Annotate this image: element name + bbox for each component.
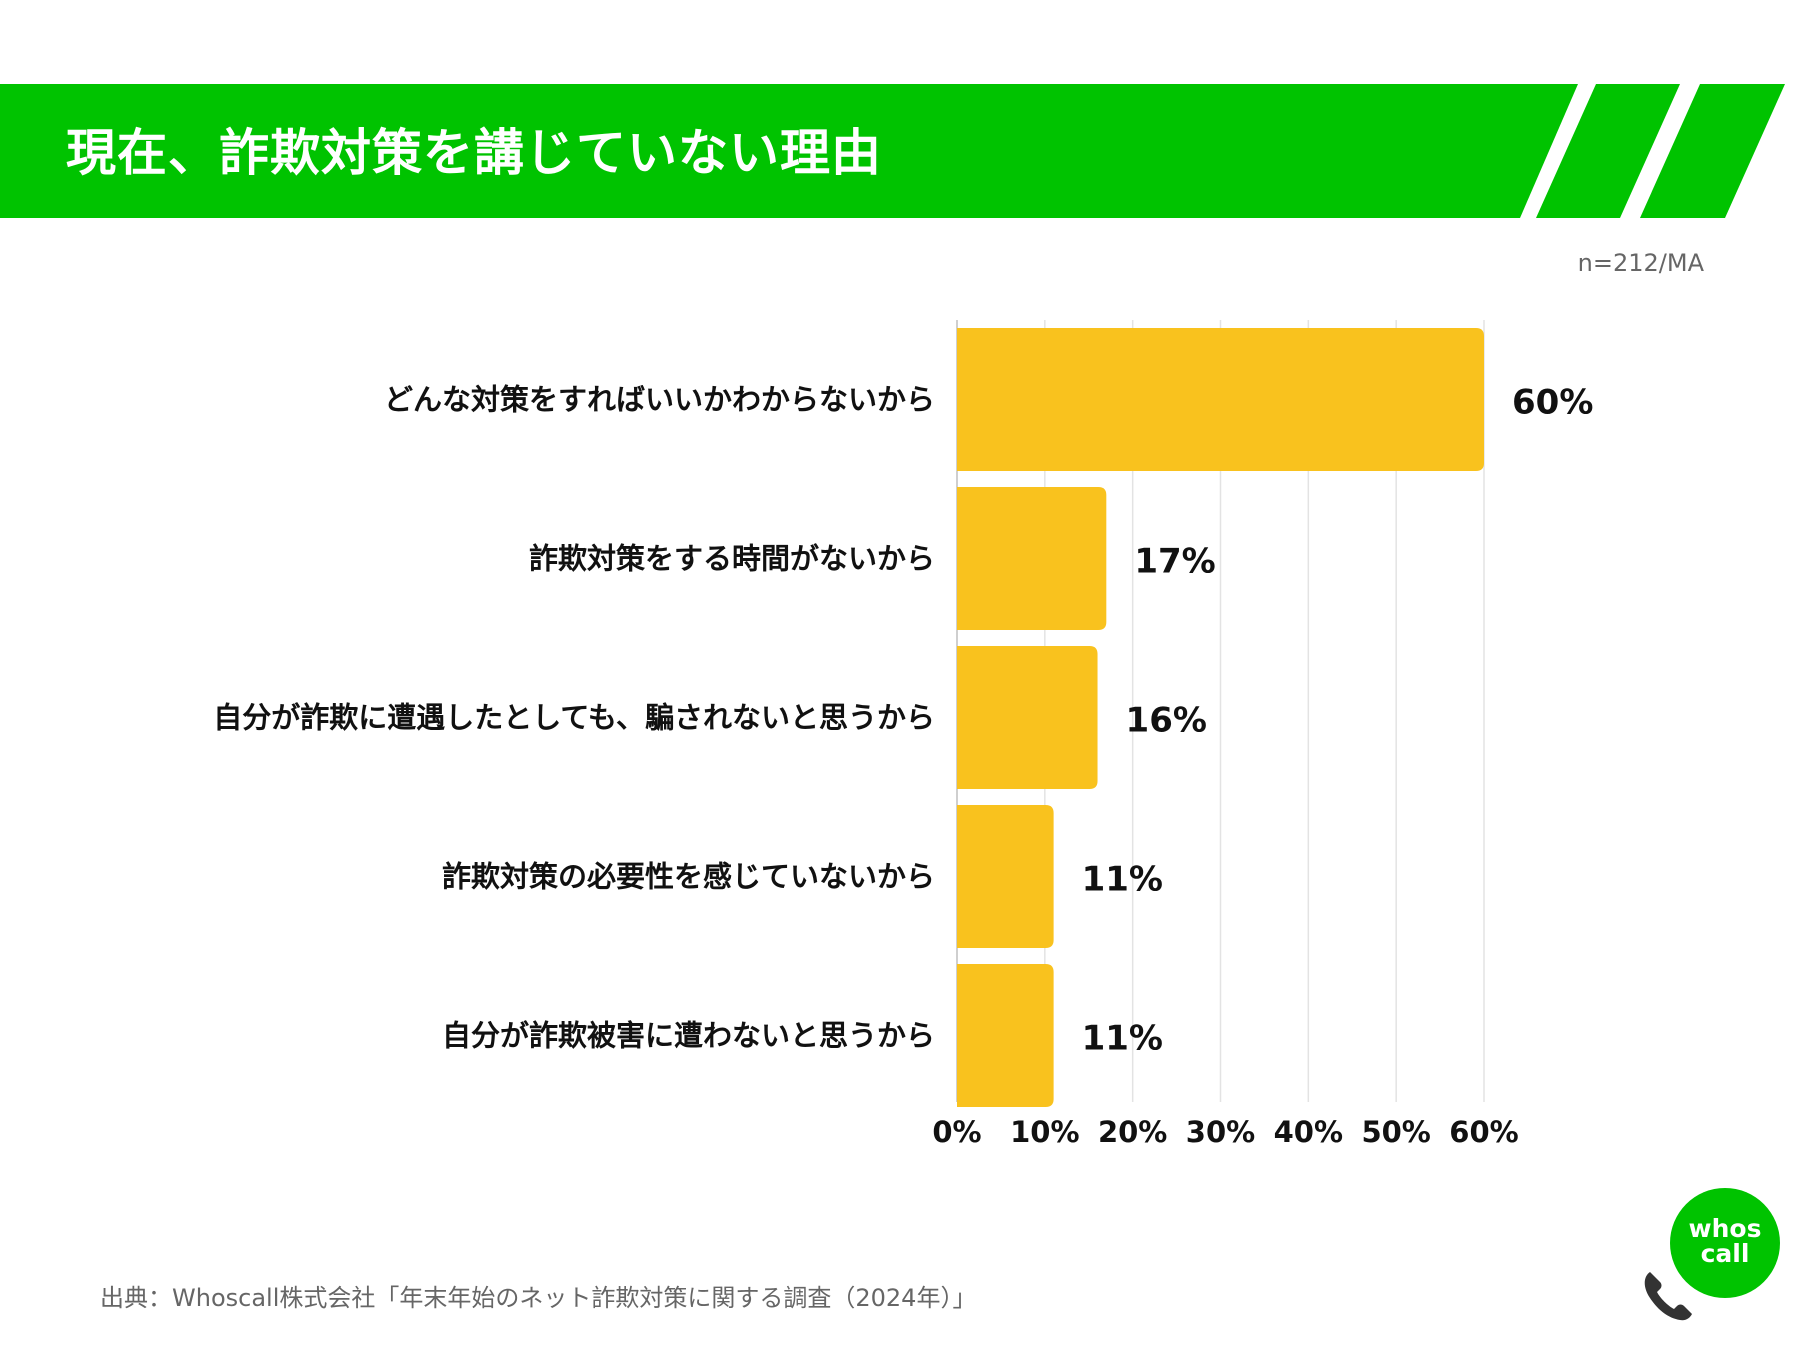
banner-stripe-2 [1640, 84, 1785, 218]
phone-icon [1644, 1272, 1692, 1321]
source-note: 出典：Whoscall株式会社「年末年始のネット詐欺対策に関する調査（2024年… [100, 1284, 977, 1312]
logo-text: whos call [1670, 1216, 1780, 1266]
x-tick-label: 50% [1361, 1115, 1430, 1149]
logo-circle [1670, 1188, 1780, 1298]
data-label: 11% [1082, 1019, 1163, 1059]
data-label: 16% [1126, 701, 1207, 741]
category-label: 自分が詐欺被害に遭わないと思うから [442, 1019, 935, 1053]
data-label: 17% [1134, 542, 1215, 582]
category-label: 自分が詐欺に遭遇したとしても、騙されないと思うから [213, 701, 935, 735]
x-tick-label: 10% [1010, 1115, 1079, 1149]
bar [957, 805, 1054, 948]
banner-stripe-1 [1536, 84, 1680, 218]
category-label: 詐欺対策の必要性を感じていないから [442, 860, 935, 894]
x-tick-label: 20% [1098, 1115, 1167, 1149]
sample-size-note: n=212/MA [1577, 249, 1704, 277]
logo-line-2: call [1700, 1239, 1750, 1268]
x-tick-label: 0% [932, 1115, 981, 1149]
whoscall-logo: whos call [1640, 1188, 1788, 1326]
x-tick-label: 30% [1186, 1115, 1255, 1149]
x-tick-label: 60% [1449, 1115, 1518, 1149]
data-label: 11% [1082, 860, 1163, 900]
category-label: どんな対策をすればいいかわからないから [384, 383, 935, 417]
x-tick-label: 40% [1274, 1115, 1343, 1149]
bar [957, 646, 1098, 789]
logo-line-1: whos [1688, 1214, 1762, 1243]
bar [957, 487, 1107, 630]
data-label: 60% [1512, 383, 1593, 423]
bar [957, 328, 1484, 471]
banner-band [0, 84, 1578, 218]
title-banner [0, 84, 1785, 218]
category-label: 詐欺対策をする時間がないから [529, 542, 935, 576]
page-title: 現在、詐欺対策を講じていない理由 [66, 124, 882, 182]
bar [957, 964, 1054, 1107]
